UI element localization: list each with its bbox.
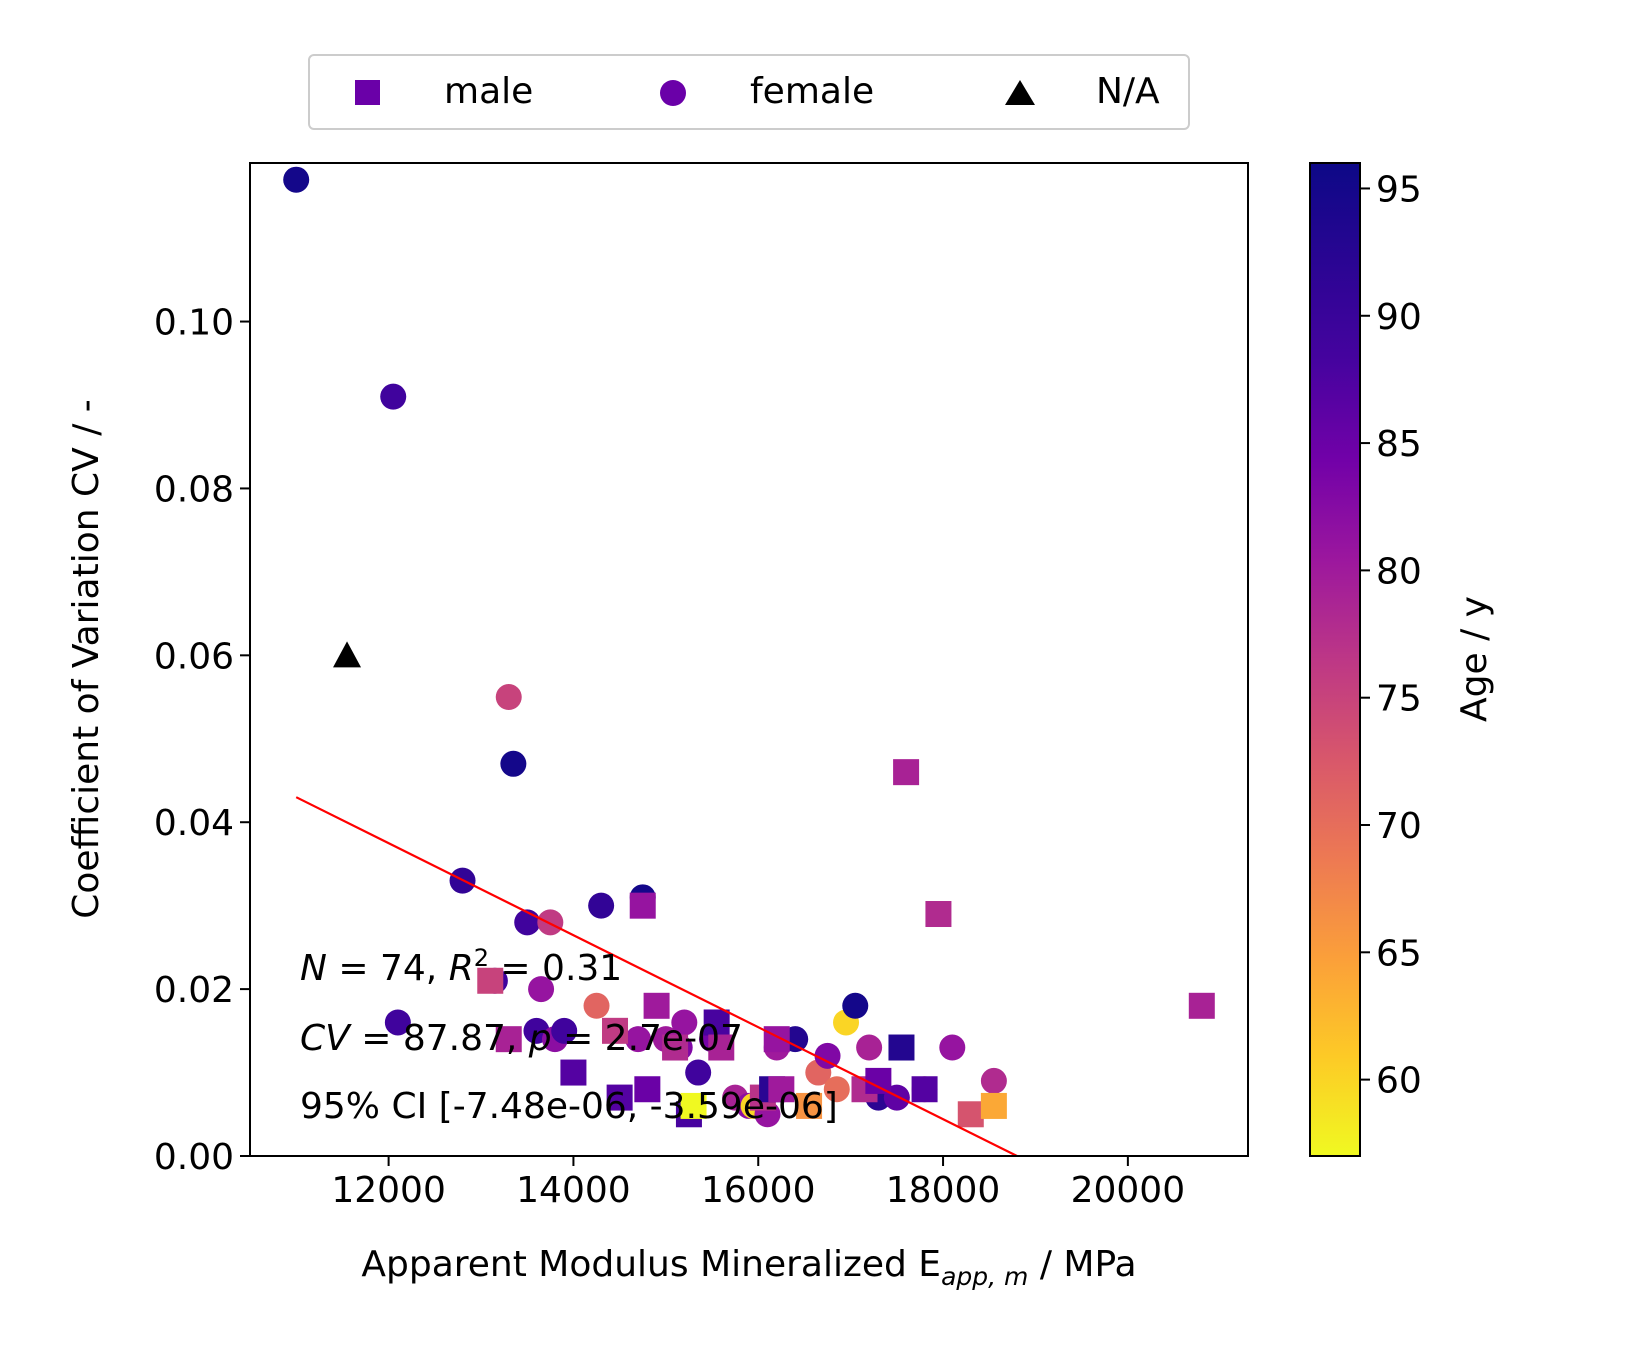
y-axis-label: Coefficient of Variation CV / - [66,399,107,919]
x-tick-label: 14000 [516,1170,631,1211]
y-tick-label: 0.08 [154,469,234,510]
x-axis-label-main: Apparent Modulus Mineralized E [361,1244,941,1285]
scatter-point-male [680,1092,707,1119]
colorbar-tick-label: 80 [1376,551,1422,592]
legend-marker-male [355,80,380,105]
scatter-point-female [551,1017,578,1044]
colorbar-tick-label: 70 [1376,806,1422,847]
scatter-point-male [925,901,952,928]
plot-area-frame [249,162,1249,1157]
y-axis-ticks: 0.00 0.02 0.04 0.06 0.08 0.10 [154,303,250,1178]
scatter-point-female [823,1076,850,1103]
legend: male female N/A [308,54,1190,130]
scatter-point-male [662,1034,689,1061]
scatter-point-male [888,1034,915,1061]
scatter-point-male [768,1076,795,1103]
scatter-point-male [602,1017,629,1044]
x-tick-label: 12000 [331,1170,446,1211]
legend-label-na: N/A [1096,71,1160,112]
scatter-point-female [528,976,555,1003]
x-axis-label: Apparent Modulus Mineralized Eapp, m / M… [361,1244,1136,1291]
scatter-point-male [708,1034,735,1061]
scatter-point-female [814,1042,841,1069]
scatter-point-female [939,1034,966,1061]
colorbar-ticks: 60 65 70 75 80 85 90 95 [1360,169,1422,1102]
colorbar-tick-label: 60 [1376,1061,1422,1102]
scatter-point-female [625,1026,652,1053]
scatter-point-male [865,1067,892,1094]
legend-label-male: male [444,71,533,112]
annotation-line-2: CV = 87.87, p = 2.7e-07 [300,1018,743,1059]
scatter-point-female [384,1009,411,1036]
scatter-point-male [980,1092,1007,1119]
scatter-point-male [560,1059,587,1086]
colorbar-tick-label: 90 [1376,297,1422,338]
legend-marker-na [1005,80,1035,105]
stats-annotation: N = 74, R2 = 0.31 CV = 87.87, p = 2.7e-0… [300,944,838,1127]
x-tick-label: 18000 [886,1170,1001,1211]
annotation-r-symbol: R [449,948,474,989]
scatter-point-female [380,383,407,410]
scatter-point-na [333,641,362,668]
annotation-line-1: N = 74, R2 = 0.31 [300,944,622,989]
annotation-p-symbol: p [528,1018,552,1059]
colorbar: 60 65 70 75 80 85 90 95 Age / y [1309,162,1495,1157]
annotation-r2-value: = 0.31 [489,948,622,989]
scatter-point-male [763,1026,790,1053]
legend-label-female: female [750,71,874,112]
scatter-point-male [629,892,656,919]
scatter-point-male [957,1101,984,1128]
annotation-n-value: = 74, [327,948,449,989]
scatter-point-female [283,166,310,193]
scatter-point-female [671,1009,698,1036]
colorbar-bar [1309,162,1361,1157]
x-tick-label: 20000 [1071,1170,1186,1211]
annotation-n-symbol: N [300,948,327,989]
scatter-point-male [893,759,920,786]
colorbar-tick-label: 75 [1376,679,1422,720]
annotation-line-3: 95% CI [-7.48e-06, -3.59e-06] [300,1086,838,1127]
scatter-point-male [911,1076,938,1103]
scatter-point-female [980,1067,1007,1094]
scatter-point-female [537,909,564,936]
x-axis-label-unit: / MPa [1028,1244,1136,1285]
colorbar-tick-label: 95 [1376,169,1422,210]
scatter-point-female [500,750,527,777]
scatter-point-female [588,892,615,919]
scatter-point-female [495,684,522,711]
colorbar-tick-label: 85 [1376,424,1422,465]
y-tick-label: 0.10 [154,303,234,344]
scatter-point-female [685,1059,712,1086]
x-axis-ticks: 12000 14000 16000 18000 20000 [331,1156,1185,1211]
y-tick-label: 0.06 [154,636,234,677]
y-tick-label: 0.04 [154,803,234,844]
scatter-point-male [703,1009,730,1036]
scatter-point-female [583,992,610,1019]
y-tick-label: 0.02 [154,970,234,1011]
colorbar-label: Age / y [1454,596,1495,722]
legend-frame [308,54,1190,130]
scatter-point-female [842,992,869,1019]
scatter-point-male [606,1084,633,1111]
annotation-cv-symbol: CV [300,1018,352,1059]
annotation-cv-value: = 87.87, [350,1018,529,1059]
data-points [283,166,1215,1128]
scatter-point-male [495,1026,522,1053]
colorbar-tick-label: 65 [1376,933,1422,974]
annotation-r-superscript: 2 [474,944,489,972]
x-axis-label-subscript: app, m [941,1262,1028,1291]
regression-line [295,796,1018,1156]
scatter-point-male [1188,992,1215,1019]
x-tick-label: 16000 [701,1170,816,1211]
legend-marker-female [660,80,686,106]
scatter-point-male [634,1076,661,1103]
scatter-point-male [796,1092,823,1119]
scatter-point-female [856,1034,883,1061]
y-tick-label: 0.00 [154,1137,234,1178]
scatter-point-male [477,967,504,994]
annotation-p-value: = 2.7e-07 [552,1018,743,1059]
scatter-point-male [643,992,670,1019]
